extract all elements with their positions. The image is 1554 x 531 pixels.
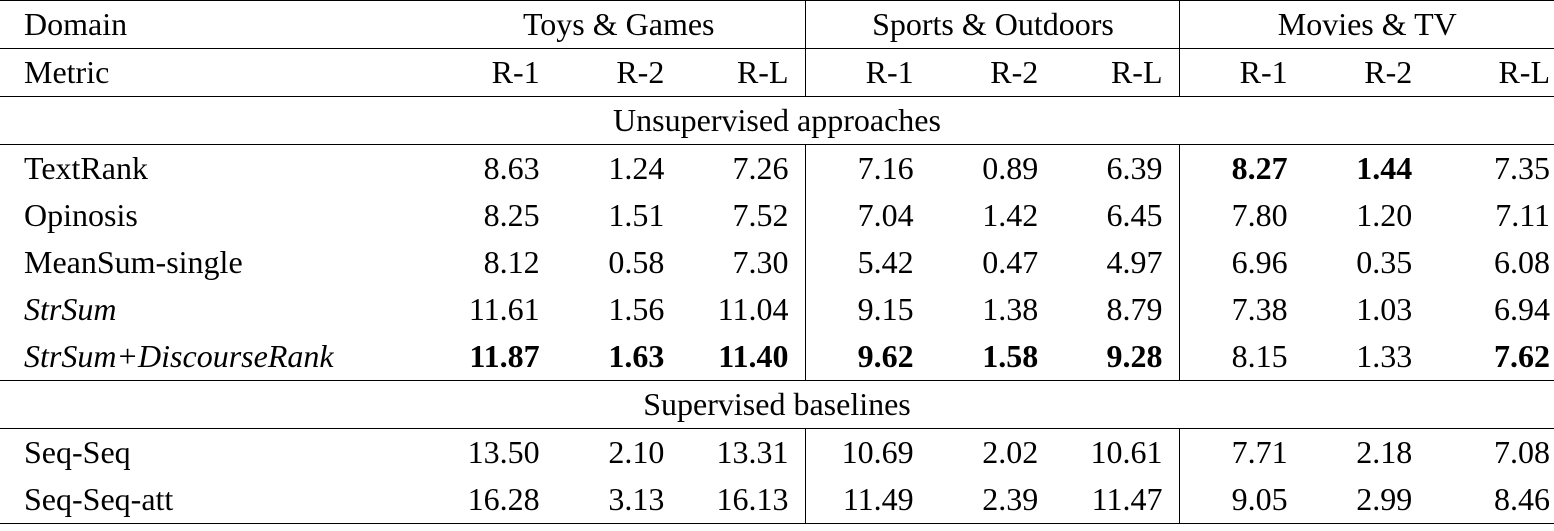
table-cell-best: 7.62 xyxy=(1494,338,1550,374)
table-cell: 1.24 xyxy=(556,144,682,192)
table-row: TextRank 8.63 1.24 7.26 7.16 0.89 6.39 8… xyxy=(0,144,1554,192)
table-cell: 1.42 xyxy=(982,197,1039,233)
header-row-domain: Domain Toys & Games Sports & Outdoors Mo… xyxy=(0,0,1554,49)
section-row-unsupervised: Unsupervised approaches xyxy=(0,96,1554,145)
table-cell: 8.46 xyxy=(1429,476,1554,524)
table-cell: 1.38 xyxy=(982,291,1039,327)
table-cell: 3.13 xyxy=(556,476,682,524)
table-cell: 11.04 xyxy=(681,286,807,333)
table-cell-best: 9.28 xyxy=(1055,333,1181,381)
table-cell: 2.18 xyxy=(1304,428,1430,476)
table-cell: 6.39 xyxy=(1055,144,1181,192)
table-cell: 4.97 xyxy=(1055,239,1181,286)
table-row: StrSum 11.61 1.56 11.04 9.15 1.38 8.79 7… xyxy=(0,286,1554,333)
table-cell: 7.38 xyxy=(1231,291,1288,327)
metric-header: R-L xyxy=(1055,48,1181,97)
method-name: Seq-Seq xyxy=(0,428,432,476)
table-cell: 6.96 xyxy=(1231,244,1288,280)
table-cell: 7.71 xyxy=(1179,428,1305,476)
table-cell: 0.58 xyxy=(608,244,665,280)
table-cell: 7.16 xyxy=(805,144,931,192)
table-cell: 13.31 xyxy=(681,428,807,476)
table-cell: 7.52 xyxy=(681,192,807,239)
table-cell: 7.80 xyxy=(1231,197,1288,233)
table-cell: 8.12 xyxy=(483,244,540,280)
metric-header: R-2 xyxy=(930,48,1056,97)
metric-header: R-1 xyxy=(432,48,557,97)
table-cell: 11.49 xyxy=(805,476,931,524)
table-cell-best: 11.40 xyxy=(681,333,807,381)
table-cell: 8.25 xyxy=(483,197,540,233)
table-cell: 6.08 xyxy=(1494,244,1550,280)
method-name: Opinosis xyxy=(24,197,138,233)
metric-header: R-1 xyxy=(805,48,931,97)
table-cell: 7.26 xyxy=(681,144,807,192)
table-cell: 6.45 xyxy=(1055,192,1181,239)
header-row-metric: Metric R-1 R-2 R-L R-1 R-2 R-L R-1 R-2 R… xyxy=(0,48,1554,97)
table-cell: 8.63 xyxy=(432,144,557,192)
table-row: MeanSum-single 8.12 0.58 7.30 5.42 0.47 … xyxy=(0,239,1554,286)
domain-label: Domain xyxy=(0,0,432,49)
method-name: StrSum xyxy=(24,291,117,327)
table-cell: 9.05 xyxy=(1179,476,1305,524)
metric-label: Metric xyxy=(0,48,432,97)
table-row: StrSum+DiscourseRank 11.87 1.63 11.40 9.… xyxy=(0,333,1554,381)
metric-header: R-L xyxy=(681,48,807,97)
metric-header: R-2 xyxy=(556,48,682,97)
table-cell: 7.35 xyxy=(1429,144,1554,192)
table-cell: 10.61 xyxy=(1055,428,1181,476)
table-cell: 16.13 xyxy=(681,476,807,524)
table-cell: 13.50 xyxy=(432,428,557,476)
metric-header: R-L xyxy=(1429,48,1554,97)
table-cell: 8.79 xyxy=(1055,286,1181,333)
table-cell: 0.35 xyxy=(1356,244,1413,280)
table-cell: 7.11 xyxy=(1495,197,1550,233)
method-name: MeanSum-single xyxy=(24,244,243,280)
method-name: Seq-Seq-att xyxy=(0,476,432,524)
table-cell: 6.94 xyxy=(1494,291,1550,327)
metric-header: R-2 xyxy=(1304,48,1430,97)
table-cell: 1.20 xyxy=(1356,197,1413,233)
table-cell: 5.42 xyxy=(857,244,914,280)
table-row: Seq-Seq 13.50 2.10 13.31 10.69 2.02 10.6… xyxy=(0,428,1554,476)
table-cell-best: 11.87 xyxy=(469,338,540,374)
table-cell: 11.47 xyxy=(1055,476,1181,524)
method-name: StrSum+DiscourseRank xyxy=(24,338,334,374)
table-cell: 1.03 xyxy=(1356,291,1413,327)
table-cell: 1.56 xyxy=(608,291,665,327)
table-cell: 7.08 xyxy=(1429,428,1554,476)
table-cell-best: 9.62 xyxy=(857,338,914,374)
table-cell-best: 8.27 xyxy=(1179,144,1305,192)
table-cell: 11.61 xyxy=(468,291,540,327)
table-cell-best: 1.63 xyxy=(608,338,665,374)
table-cell-best: 1.44 xyxy=(1304,144,1430,192)
metric-header: R-1 xyxy=(1179,48,1305,97)
table-cell: 7.04 xyxy=(857,197,914,233)
table-cell: 2.10 xyxy=(556,428,682,476)
table-cell: 2.39 xyxy=(930,476,1056,524)
table-cell: 2.99 xyxy=(1304,476,1430,524)
table-cell: 0.47 xyxy=(982,244,1039,280)
table-cell: 7.30 xyxy=(681,239,807,286)
table-cell: 1.51 xyxy=(608,197,665,233)
method-name: TextRank xyxy=(0,144,432,192)
group-header-sports-outdoors: Sports & Outdoors xyxy=(805,0,1181,49)
table-row: Opinosis 8.25 1.51 7.52 7.04 1.42 6.45 7… xyxy=(0,192,1554,239)
group-header-toys-games: Toys & Games xyxy=(432,0,807,49)
table-cell: 0.89 xyxy=(930,144,1056,192)
table-cell: 16.28 xyxy=(432,476,557,524)
table-cell-best: 1.58 xyxy=(982,338,1039,374)
section-row-supervised: Supervised baselines xyxy=(0,380,1554,429)
table-cell: 10.69 xyxy=(805,428,931,476)
table-row: Seq-Seq-att 16.28 3.13 16.13 11.49 2.39 … xyxy=(0,476,1554,524)
table-cell: 8.15 xyxy=(1231,338,1288,374)
group-header-movies-tv: Movies & TV xyxy=(1179,0,1554,49)
table-cell: 1.33 xyxy=(1356,338,1413,374)
section-title: Unsupervised approaches xyxy=(0,96,1554,145)
section-title: Supervised baselines xyxy=(0,380,1554,429)
table-cell: 2.02 xyxy=(930,428,1056,476)
table-cell: 9.15 xyxy=(857,291,914,327)
